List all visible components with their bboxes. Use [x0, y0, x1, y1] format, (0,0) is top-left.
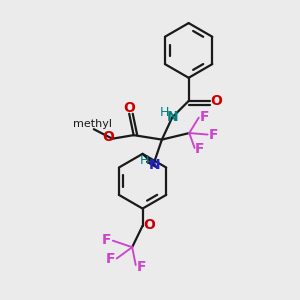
Text: N: N: [167, 110, 178, 124]
Text: F: F: [106, 252, 116, 266]
Text: methyl: methyl: [73, 119, 112, 129]
Text: F: F: [102, 233, 112, 247]
Text: O: O: [123, 101, 135, 115]
Text: N: N: [148, 158, 160, 172]
Text: F: F: [195, 142, 205, 156]
Text: H: H: [159, 106, 169, 119]
Text: F: F: [209, 128, 218, 142]
Text: O: O: [102, 130, 114, 144]
Text: H: H: [140, 154, 149, 167]
Text: F: F: [199, 110, 209, 124]
Text: F: F: [136, 260, 146, 274]
Text: O: O: [143, 218, 155, 232]
Text: O: O: [210, 94, 222, 108]
